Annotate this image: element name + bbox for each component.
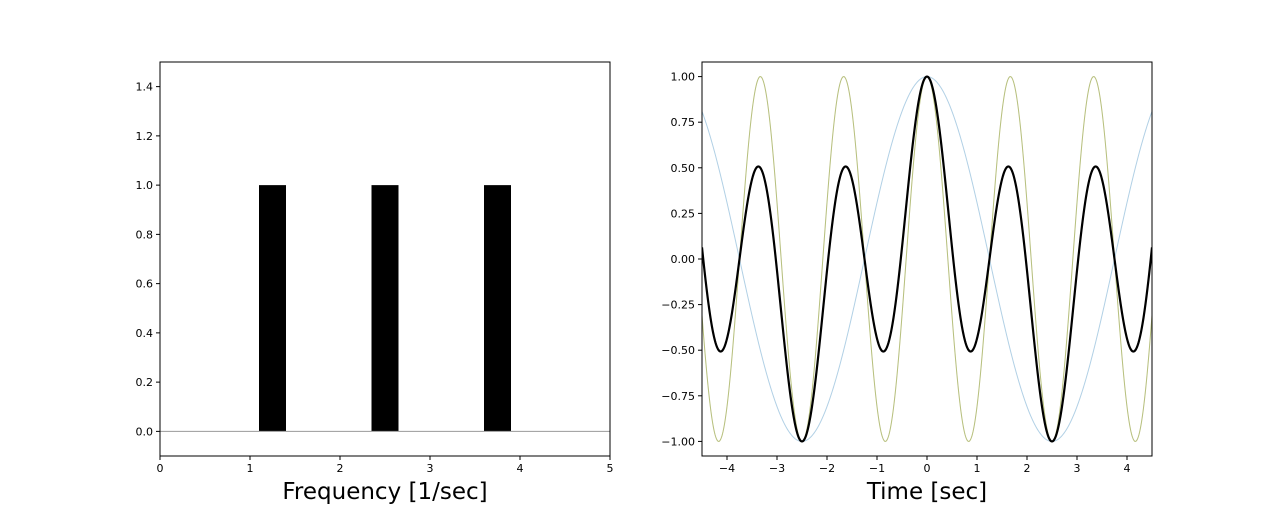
time-x-tick-label: −1 [869, 462, 885, 475]
spectrum-bar-2 [371, 185, 399, 432]
time-y-tick-label: −0.25 [661, 299, 695, 312]
time-x-tick-label: 1 [974, 462, 981, 475]
time-y-tick-label: 0.75 [671, 116, 696, 129]
spectrum-y-tick-label: 1.0 [136, 179, 154, 192]
spectrum-plot-frame [159, 61, 611, 457]
time-x-axis-label: Time [sec] [866, 479, 987, 505]
time-y-tick-label: −0.50 [661, 344, 695, 357]
time-y-tick-label: 0.00 [671, 253, 696, 266]
spectrum-y-tick-label: 0.8 [136, 228, 154, 241]
spectrum-y-tick-label: 0.6 [136, 278, 154, 291]
time-x-tick-label: 3 [1074, 462, 1081, 475]
time-y-tick-label: 0.50 [671, 162, 696, 175]
spectrum-x-ticks: 0 1 2 3 4 5 [157, 456, 614, 475]
time-plot: −4 −3 −2 −1 0 1 2 3 4 −1.00 −0.75 −0.50 −0.25 0.00 0.… [661, 61, 1153, 505]
spectrum-bars [259, 185, 511, 432]
time-x-tick-label: −3 [769, 462, 785, 475]
spectrum-y-tick-label: 1.4 [136, 81, 154, 94]
spectrum-plot: 0 1 2 3 4 5 0.0 0.2 0.4 0.6 0.8 1.0 1.2 1.4 Frequenc… [136, 61, 614, 505]
spectrum-y-tick-label: 1.2 [136, 130, 154, 143]
spectrum-x-tick-label: 5 [607, 462, 614, 475]
time-y-tick-label: 1.00 [671, 71, 696, 84]
time-y-ticks: −1.00 −0.75 −0.50 −0.25 0.00 0.25 0.50 0.75 1.00 [661, 71, 702, 448]
sum-signal-line [702, 75, 1152, 443]
spectrum-x-tick-label: 1 [247, 462, 254, 475]
spectrum-x-axis-label: Frequency [1/sec] [282, 479, 487, 505]
time-y-tick-label: −1.00 [661, 435, 695, 448]
spectrum-y-tick-label: 0.2 [136, 376, 154, 389]
time-y-tick-label: 0.25 [671, 207, 696, 220]
time-x-tick-label: −2 [819, 462, 835, 475]
spectrum-x-tick-label: 2 [337, 462, 344, 475]
time-x-ticks: −4 −3 −2 −1 0 1 2 3 4 [719, 456, 1131, 475]
time-series-group [702, 75, 1152, 443]
spectrum-x-tick-label: 0 [157, 462, 164, 475]
spectrum-y-tick-label: 0.4 [136, 327, 154, 340]
spectrum-bar-3 [484, 185, 511, 432]
time-y-tick-label: −0.75 [661, 390, 695, 403]
time-x-tick-label: 0 [924, 462, 931, 475]
spectrum-x-tick-label: 3 [427, 462, 434, 475]
spectrum-y-tick-label: 0.0 [136, 425, 154, 438]
time-x-tick-label: −4 [719, 462, 735, 475]
time-x-tick-label: 4 [1124, 462, 1131, 475]
spectrum-x-tick-label: 4 [517, 462, 524, 475]
spectrum-y-ticks: 0.0 0.2 0.4 0.6 0.8 1.0 1.2 1.4 [136, 81, 160, 438]
spectrum-bar-1 [259, 185, 286, 432]
time-x-tick-label: 2 [1024, 462, 1031, 475]
